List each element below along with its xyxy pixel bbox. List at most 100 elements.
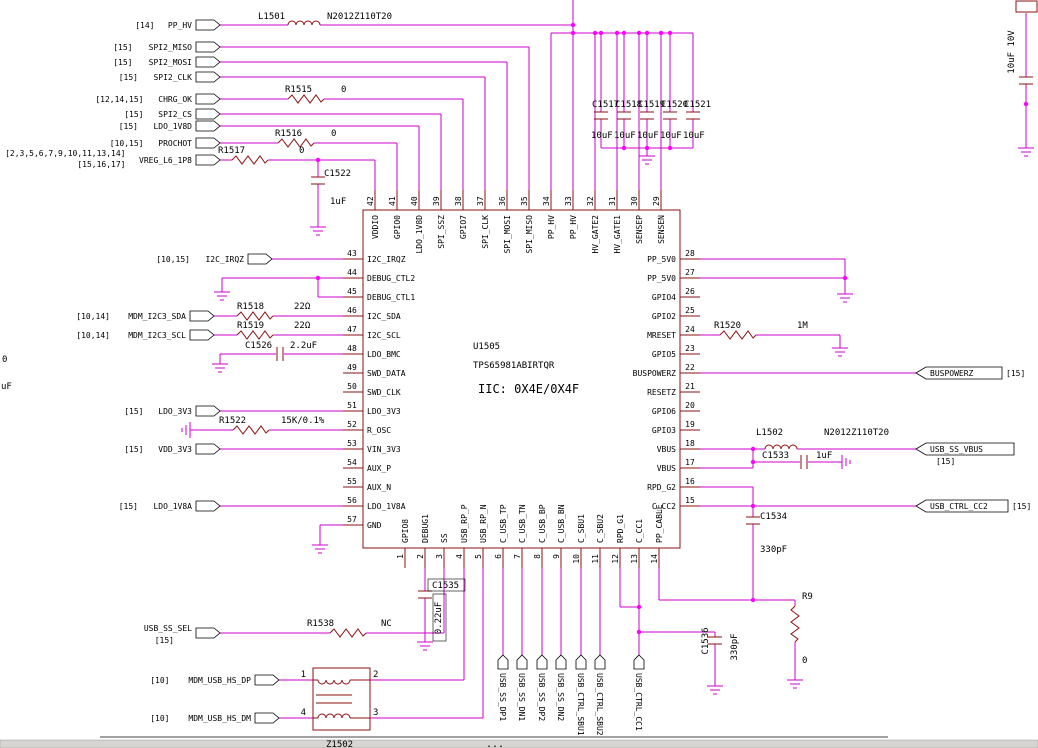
hierarchical-ports[interactable]: PP_HV [14] SPI2_MISO [15] SPI2_MOSI [15] SPI2_… [5,19,1031,724]
label-330pF: 330pF [730,633,740,660]
pin-name-SWD_CLK: SWD_CLK [367,388,401,397]
port-MDM_I2C3_SDA[interactable] [189,310,215,322]
pin-name-SENSEN: SENSEN [657,215,666,244]
pin-number-14: 14 [650,554,659,564]
port-PROCHOT[interactable] [195,137,221,149]
pin-name-GPIO5: GPIO5 [652,350,676,359]
port-name-PROCHOT: PROCHOT [158,139,192,148]
net-label-USB_CTRL_SBU2: USB_CTRL_SBU2 [595,673,604,736]
pin-number-32: 32 [586,196,595,206]
port-LDO_1V8A[interactable] [195,500,221,512]
net-flag-USB_CTRL_CC1[interactable] [633,654,645,670]
pin-name-SS: SS [440,533,449,543]
resistor-symbols[interactable] [231,94,800,643]
port-ref: [14] [135,21,154,30]
port-SPI2_CS[interactable] [195,108,221,120]
port-name-MDM_I2C3_SDA: MDM_I2C3_SDA [128,312,186,321]
ground-symbols[interactable] [181,147,1034,695]
port-name-MDM_USB_HS_DP: MDM_USB_HS_DP [188,676,251,685]
port-BUSPOWERZ[interactable] [915,366,1003,380]
port-name-I2C_IRQZ: I2C_IRQZ [205,255,244,264]
net-flag-USB_SS_DP1[interactable] [497,654,509,670]
pin-number-17: 17 [685,458,695,467]
label-C1536: C1536 [701,627,711,654]
components[interactable] [231,0,1038,731]
port-name-LDO_3V3: LDO_3V3 [158,407,192,416]
port-I2C_IRQZ[interactable] [247,253,273,265]
port-name-VDD_3V3: VDD_3V3 [158,445,192,454]
port-MDM_USB_HS_DM[interactable] [254,712,280,724]
pin-name-I2C_SDA: I2C_SDA [367,312,401,321]
pin-name-C_USB_TN: C_USB_TN [518,504,527,543]
pin-name-C_CC2: C_CC2 [652,502,676,511]
port-name-BUSPOWERZ: BUSPOWERZ [930,369,974,378]
net-flag-USB_SS_DN2[interactable] [555,654,567,670]
net-flag-USB_SS_DN1[interactable] [516,654,528,670]
bottom-net-labels[interactable]: USB_SS_DP1 USB_SS_DN1 USB_SS_DP2 USB_SS_DN2… [497,654,645,736]
pin-name-GPIO4: GPIO4 [652,293,676,302]
port-MDM_I2C3_SCL[interactable] [189,329,215,341]
pin-number-43: 43 [347,249,357,258]
pin-name-SWD_DATA: SWD_DATA [367,369,406,378]
port-SPI2_MISO[interactable] [195,41,221,53]
net-label-USB_SS_DN1: USB_SS_DN1 [517,673,526,721]
capacitor-symbols[interactable] [276,76,1033,645]
pin-number-44: 44 [347,268,357,277]
pin-name-C_USB_BN: C_USB_BN [557,504,566,543]
inductor-symbols[interactable] [287,20,798,450]
pin-number-21: 21 [685,382,695,391]
pin-name-HV_GATE1: HV_GATE1 [613,215,622,254]
label-22Ω: 22Ω [294,302,311,312]
port-PP_HV[interactable] [195,19,221,31]
port-ref: [10] [150,714,169,723]
port-SPI2_CLK[interactable] [195,71,221,83]
pin-name-C_SBU1: C_SBU1 [577,514,586,543]
net-flag-USB_CTRL_SBU1[interactable] [575,654,587,670]
port-LDO_1V8D[interactable] [195,120,221,132]
port-VREG_L6_1P8[interactable] [195,154,221,166]
pin-name-RPD_G1: RPD_G1 [616,514,625,543]
port-ref: [15] [119,73,138,82]
pin-name-GPIO2: GPIO2 [652,312,676,321]
common-mode-choke-body[interactable] [312,667,371,731]
pin-name-RESETZ: RESETZ [647,388,676,397]
pin-name-C_SBU2: C_SBU2 [596,514,605,543]
horizontal-scrollbar[interactable] [0,739,1038,748]
port-USB_CTRL_CC2[interactable] [915,499,1009,513]
ic-body[interactable] [362,209,681,549]
port-MDM_USB_HS_DP[interactable] [254,674,280,686]
port-LDO_3V3[interactable] [195,405,221,417]
pin-name-DEBUG_CTL2: DEBUG_CTL2 [367,274,415,283]
junction-dot [570,22,576,28]
wires[interactable] [190,0,1027,719]
port-VDD_3V3[interactable] [195,443,221,455]
pin-number-13: 13 [630,554,639,564]
pin-name-VBUS: VBUS [657,464,676,473]
pin-number-54: 54 [347,458,357,467]
port-SPI2_MOSI[interactable] [195,56,221,68]
ic-pins[interactable]: 42VDDIO41GPIO040LDO_1V8D39SPI_SSZ38GPIO7… [343,190,700,568]
label-4: 4 [301,708,306,718]
net-flag-USB_CTRL_SBU2[interactable] [594,654,606,670]
pin-number-23: 23 [685,344,695,353]
port-USB_SS_SEL[interactable] [195,627,221,639]
label-C1519: C1519 [638,100,665,110]
pin-number-19: 19 [685,420,695,429]
port-USB_SS_VBUS[interactable] [915,442,1015,456]
junction-dot [636,604,642,610]
port-ref: [10,15] [110,139,144,148]
net-flag-USB_SS_DP2[interactable] [536,654,548,670]
label-R1538: R1538 [307,619,334,629]
port-name-MDM_USB_HS_DM: MDM_USB_HS_DM [188,714,251,723]
pin-number-55: 55 [347,477,357,486]
pin-number-57: 57 [347,515,357,524]
scrollbar-ellipsis[interactable]: ... [486,739,504,748]
label-Z1502: Z1502 [326,740,353,748]
junction-dot [667,145,673,151]
label-N2012Z110T20: N2012Z110T20 [824,428,889,438]
pin-number-49: 49 [347,363,357,372]
pin-number-45: 45 [347,287,357,296]
port-CHRG_OK[interactable] [195,93,221,105]
